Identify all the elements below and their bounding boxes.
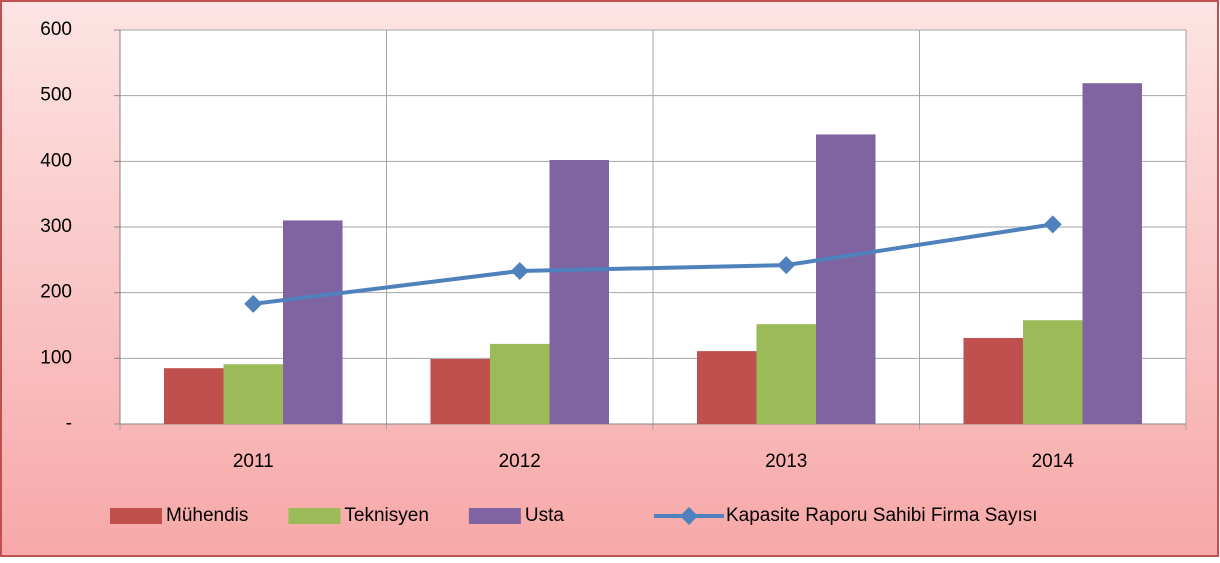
legend-label: Usta (525, 505, 565, 526)
legend-label: Teknisyen (344, 505, 429, 526)
bar (223, 364, 284, 424)
bar (430, 358, 490, 424)
bar (283, 220, 343, 424)
bar (489, 343, 550, 424)
bar (549, 160, 610, 424)
bar (963, 337, 1023, 424)
marker (1043, 215, 1062, 234)
marker (244, 294, 263, 313)
x-tick-label: 2012 (499, 451, 541, 472)
marker (777, 256, 796, 275)
bar (163, 368, 224, 424)
bar (756, 324, 817, 424)
bar (696, 351, 757, 424)
legend-swatch (468, 508, 521, 524)
y-tick-label: 500 (40, 85, 72, 106)
y-tick-label: 100 (40, 347, 72, 368)
legend-swatch (110, 508, 162, 524)
legend-swatch (288, 508, 341, 524)
y-tick-label: 200 (40, 282, 72, 303)
legend-label: Kapasite Raporu Sahibi Firma Sayısı (726, 505, 1038, 526)
legend-marker (679, 507, 698, 525)
marker (510, 261, 529, 280)
x-tick-label: 2011 (233, 451, 274, 472)
x-tick-label: 2014 (1032, 451, 1075, 472)
y-tick-label: 300 (40, 216, 72, 237)
bar (1082, 83, 1143, 424)
y-tick-label: - (66, 413, 72, 434)
y-tick-label: 400 (40, 150, 72, 171)
line (253, 222, 1054, 306)
bar (1022, 320, 1083, 424)
legend-label: Mühendis (166, 505, 248, 526)
bar (816, 134, 876, 424)
y-tick-label: 600 (40, 19, 72, 40)
x-tick-label: 2013 (765, 451, 807, 472)
